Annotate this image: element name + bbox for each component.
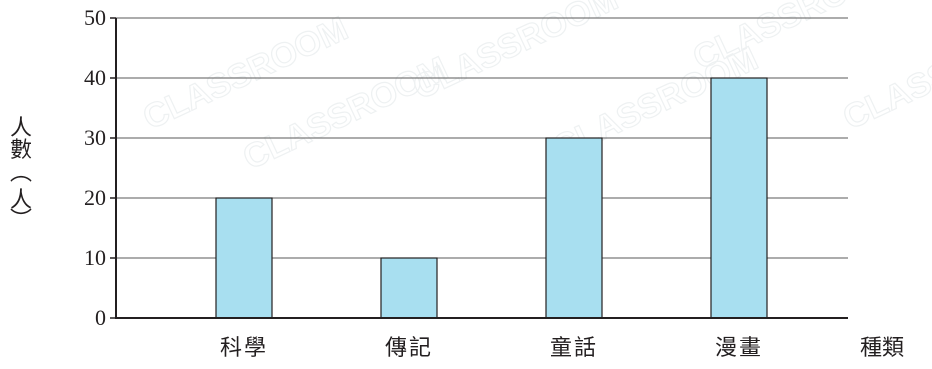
bars <box>215 77 768 319</box>
bar-2 <box>380 257 438 319</box>
bar-4 <box>710 77 768 319</box>
x-category-label: 傳記 <box>385 336 433 361</box>
y-tick-label: 30 <box>84 125 106 150</box>
y-tick-label: 0 <box>95 305 106 330</box>
y-tick-label: 40 <box>84 65 106 90</box>
bar-3 <box>545 137 603 319</box>
axes <box>110 17 848 319</box>
watermark-text: CLASSROOM <box>837 9 932 137</box>
y-tick-labels: 0 10 20 30 40 50 <box>84 5 106 330</box>
y-tick-label: 50 <box>84 5 106 30</box>
y-axis-label-char: ︶ <box>9 208 32 233</box>
y-tick-label: 10 <box>84 245 106 270</box>
y-tick-label: 20 <box>84 185 106 210</box>
y-axis-label-char: 人 <box>9 188 32 213</box>
y-axis-label-char: 數 <box>9 138 32 163</box>
y-axis-label-char: ︵ <box>9 161 32 186</box>
watermark-text: CLASSROOM <box>407 0 623 107</box>
x-category-label: 漫畫 <box>715 336 763 361</box>
x-category-label: 科學 <box>220 336 268 361</box>
x-category-labels: 科學 傳記 童話 漫畫 <box>220 336 763 361</box>
x-category-label: 童話 <box>550 336 598 361</box>
x-axis-label: 種類 <box>860 336 904 361</box>
bar-1 <box>215 197 273 319</box>
y-axis-label-char: 人 <box>9 116 32 141</box>
